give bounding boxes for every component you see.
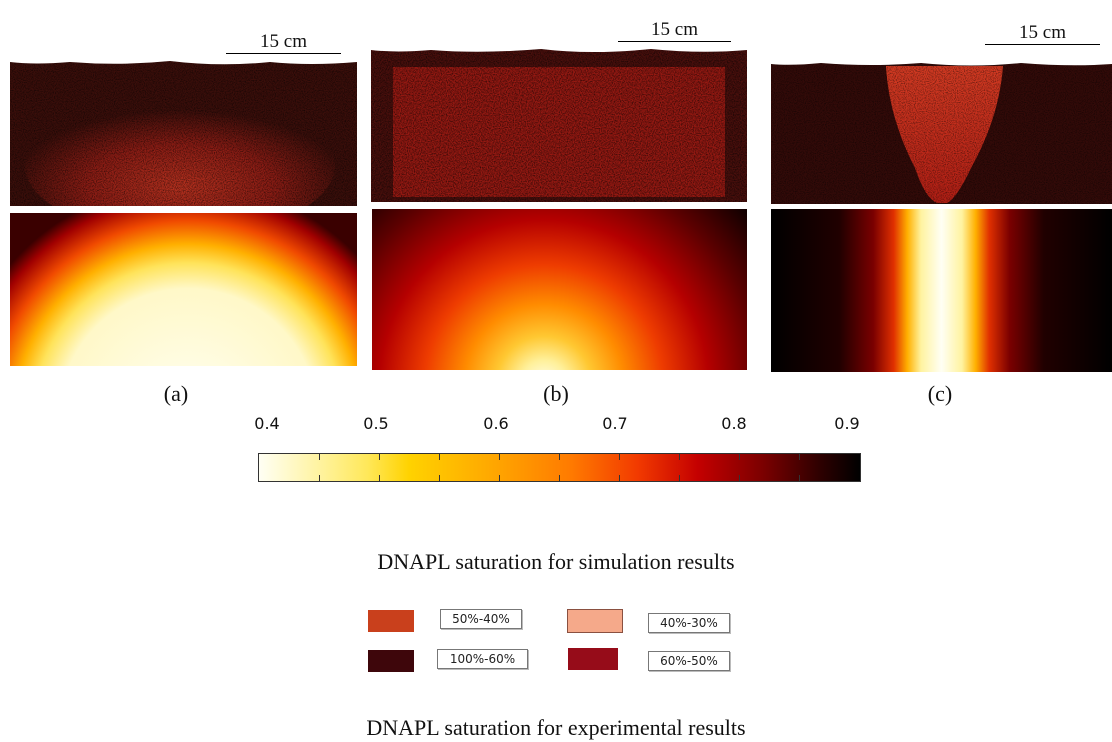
- colorbar-tick-label: 0.8: [721, 414, 747, 433]
- colorbar-tick-mark: [799, 454, 800, 460]
- colorbar-tick-mark: [619, 454, 620, 460]
- colorbar-tick-mark: [319, 454, 320, 460]
- colorbar-tick-mark: [679, 454, 680, 460]
- colorbar-tick-mark: [619, 475, 620, 481]
- scale-bar-label: 15 cm: [1019, 22, 1066, 43]
- scale-bar-line: [618, 41, 731, 42]
- legend-label-60-50: 60%-50%: [648, 651, 730, 671]
- panel-caption-a: (a): [163, 381, 189, 406]
- scale-bar-c: 15 cm: [985, 23, 1100, 45]
- scale-bar-label: 15 cm: [651, 19, 698, 40]
- colorbar-tick-mark: [319, 475, 320, 481]
- colorbar: [258, 453, 861, 482]
- colorbar-tick-mark: [439, 475, 440, 481]
- legend-label-40-30: 40%-30%: [648, 613, 730, 633]
- colorbar-tick-mark: [499, 454, 500, 460]
- simulation-heatmap-c: [771, 209, 1112, 372]
- colorbar-tick-mark: [379, 454, 380, 460]
- colorbar-tick-mark: [559, 454, 560, 460]
- legend-swatch-40-30: [567, 609, 623, 633]
- panel-caption-c: (c): [927, 381, 953, 406]
- simulation-heatmap-a: [10, 213, 357, 366]
- legend-label-100-60: 100%-60%: [437, 649, 528, 669]
- colorbar-tick-mark: [679, 475, 680, 481]
- colorbar-tick-mark: [499, 475, 500, 481]
- simulation-title: DNAPL saturation for simulation results: [377, 549, 735, 574]
- colorbar-tick-mark: [559, 475, 560, 481]
- colorbar-tick-mark: [439, 454, 440, 460]
- experimental-title: DNAPL saturation for experimental result…: [366, 715, 746, 740]
- legend-swatch-50-40: [368, 610, 414, 632]
- legend-label-50-40: 50%-40%: [440, 609, 522, 629]
- scale-bar-a: 15 cm: [226, 32, 341, 54]
- scale-bar-b: 15 cm: [618, 20, 731, 42]
- colorbar-tick-label: 0.6: [483, 414, 509, 433]
- colorbar-tick-label: 0.4: [254, 414, 280, 433]
- scale-bar-label: 15 cm: [260, 31, 307, 52]
- colorbar-tick-mark: [799, 475, 800, 481]
- experiment-photo-a: [10, 56, 357, 206]
- experiment-photo-c: [771, 58, 1112, 204]
- colorbar-tick-mark: [739, 454, 740, 460]
- colorbar-tick-mark: [739, 475, 740, 481]
- legend-swatch-100-60: [368, 650, 414, 672]
- colorbar-tick-label: 0.9: [834, 414, 860, 433]
- simulation-heatmap-b: [372, 209, 747, 370]
- panel-caption-b: (b): [543, 381, 569, 406]
- colorbar-tick-label: 0.5: [363, 414, 389, 433]
- scale-bar-line: [226, 53, 341, 54]
- experiment-photo-b: [371, 45, 747, 202]
- legend-swatch-60-50: [568, 648, 618, 670]
- colorbar-tick-label: 0.7: [602, 414, 628, 433]
- colorbar-tick-mark: [379, 475, 380, 481]
- scale-bar-line: [985, 44, 1100, 45]
